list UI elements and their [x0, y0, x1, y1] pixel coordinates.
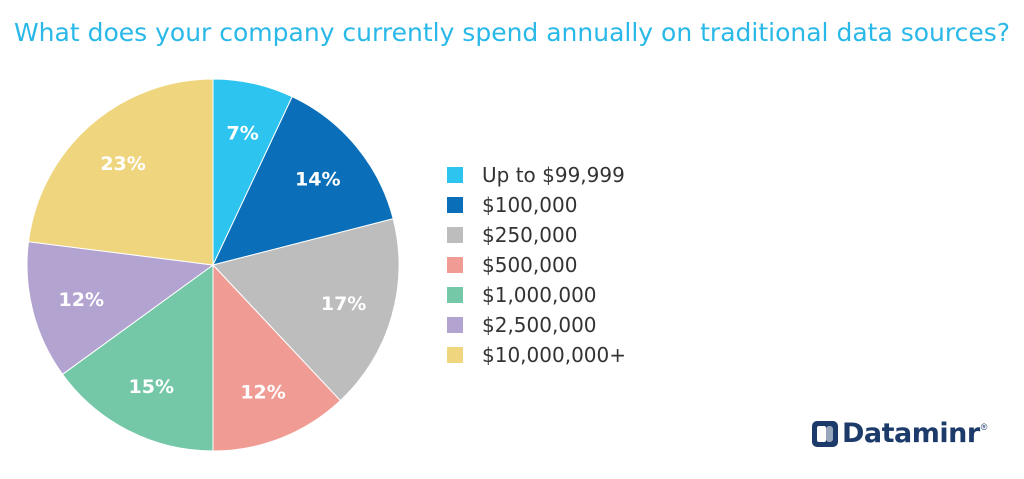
legend-label: $1,000,000	[482, 283, 597, 307]
legend: Up to $99,999 $100,000 $250,000 $500,000 $1,…	[447, 160, 626, 370]
legend-item: $250,000	[447, 220, 626, 250]
legend-swatch	[447, 257, 463, 273]
logo-registered-mark: ®	[980, 422, 988, 432]
legend-item: Up to $99,999	[447, 160, 626, 190]
legend-swatch	[447, 167, 463, 183]
slice-value-label: 12%	[240, 381, 285, 403]
chart-title: What does your company currently spend a…	[13, 18, 1011, 47]
legend-label: $100,000	[482, 193, 578, 217]
slice-value-label: 12%	[59, 289, 104, 311]
legend-swatch	[447, 197, 463, 213]
slice-value-label: 17%	[321, 293, 366, 315]
legend-item: $2,500,000	[447, 310, 626, 340]
pie-slice	[212, 263, 342, 452]
dataminr-logo: Dataminr ®	[812, 418, 987, 449]
slice-value-label: 15%	[129, 376, 174, 398]
legend-swatch	[447, 347, 463, 363]
legend-item: $1,000,000	[447, 280, 626, 310]
slice-value-label: 7%	[227, 122, 259, 144]
legend-swatch	[447, 227, 463, 243]
legend-label: Up to $99,999	[482, 163, 625, 187]
legend-item: $100,000	[447, 190, 626, 220]
pie-slice	[27, 78, 214, 266]
logo-text: Dataminr	[842, 418, 980, 449]
pie-slice	[61, 264, 214, 452]
slice-value-label: 14%	[295, 168, 340, 190]
pie-slice	[212, 96, 394, 266]
pie-slice	[26, 241, 215, 376]
slice-value-label: 23%	[100, 153, 145, 175]
legend-label: $2,500,000	[482, 313, 597, 337]
legend-swatch	[447, 287, 463, 303]
legend-swatch	[447, 317, 463, 333]
legend-item: $500,000	[447, 250, 626, 280]
legend-label: $10,000,000+	[482, 343, 626, 367]
pie-slice	[212, 218, 400, 402]
legend-item: $10,000,000+	[447, 340, 626, 370]
legend-label: $500,000	[482, 253, 578, 277]
legend-label: $250,000	[482, 223, 578, 247]
dataminr-logo-icon	[812, 420, 838, 447]
